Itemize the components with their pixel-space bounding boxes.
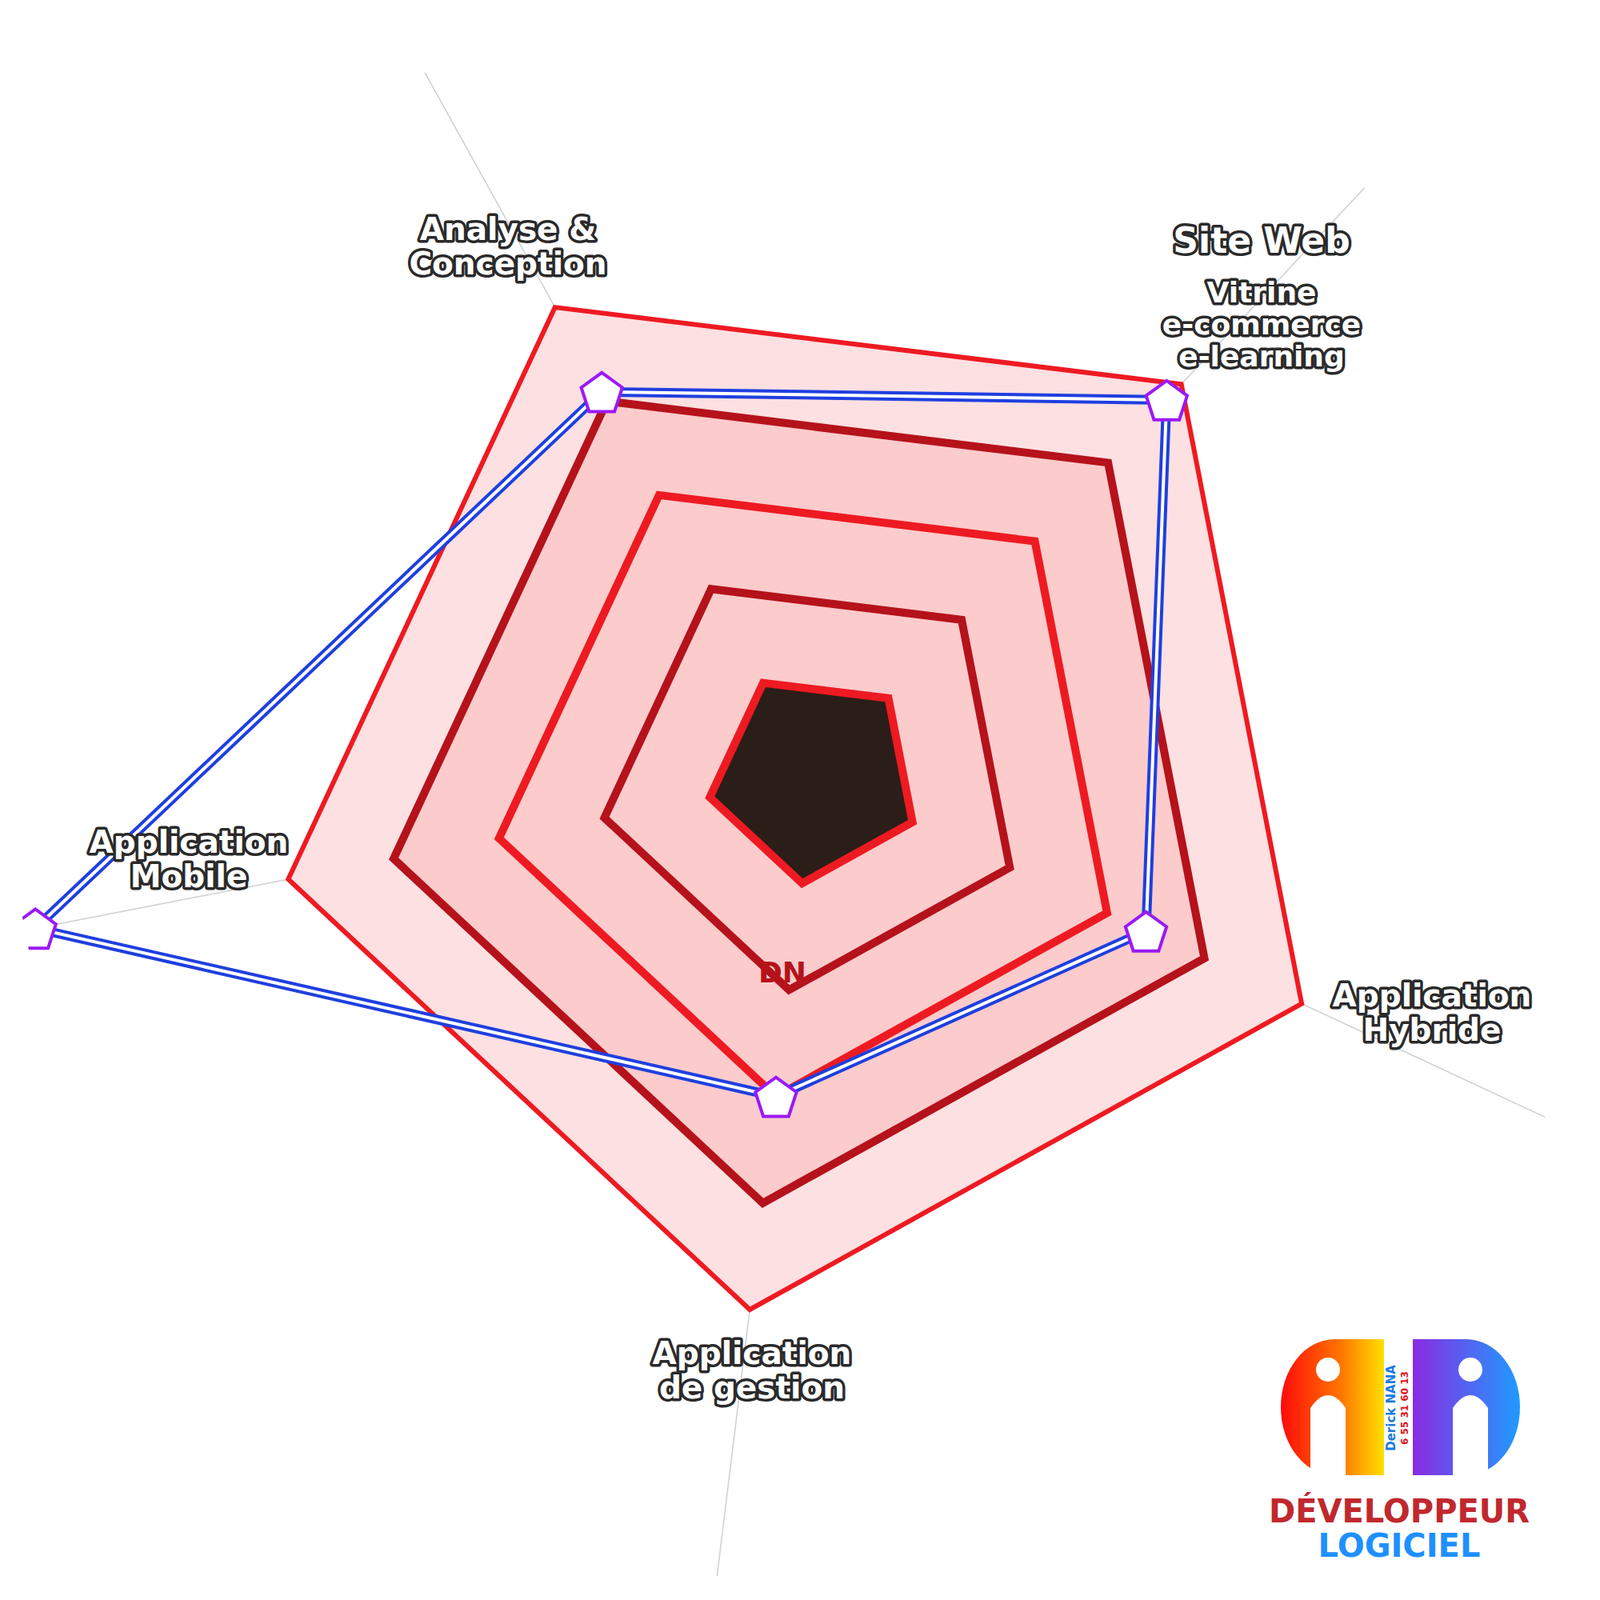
data-line-inner xyxy=(35,392,1167,1097)
chart: Analyse &Conception Site Web ApplicationHy… xyxy=(0,0,1600,1600)
annotation: e-commerce xyxy=(1162,308,1361,341)
spokes xyxy=(24,72,1545,1576)
data-point xyxy=(581,372,623,412)
annotation: Vitrine xyxy=(1207,276,1317,309)
logo-shape xyxy=(1280,1339,1384,1476)
annotation: e-learning xyxy=(1178,340,1345,373)
logo-subtitle: LOGICIEL xyxy=(1318,1527,1481,1564)
logo-title: DÉVELOPPEUR xyxy=(1268,1492,1530,1530)
logo-head xyxy=(1458,1357,1483,1382)
category-labels: Analyse &Conception Site Web ApplicationHy… xyxy=(89,211,1532,1406)
category-label: Applicationde gestion xyxy=(652,1335,852,1406)
grid-ring xyxy=(709,683,912,884)
data-layer xyxy=(14,372,1188,1117)
logo-phone: 6 55 31 60 13 xyxy=(1399,1371,1411,1445)
logo-body xyxy=(1452,1395,1488,1476)
logo-body xyxy=(1310,1395,1346,1476)
category-label: Site Web xyxy=(1172,220,1350,261)
data-line-outer xyxy=(35,392,1167,1097)
category-label: Analyse &Conception xyxy=(408,211,607,282)
category-label: ApplicationHybride xyxy=(1332,977,1532,1048)
data-point xyxy=(1125,912,1167,952)
logo: Derick NANA6 55 31 60 13 DÉVELOPPEURLOGIC… xyxy=(1268,1339,1530,1564)
data-point xyxy=(755,1077,796,1117)
logo-name: Derick NANA xyxy=(1384,1364,1399,1452)
data-point xyxy=(14,908,56,948)
data-point xyxy=(1146,380,1188,420)
center-label: DN xyxy=(758,956,807,989)
radar xyxy=(14,72,1545,1576)
grid-ring xyxy=(604,588,1011,990)
category-label: ApplicationMobile xyxy=(89,824,289,895)
grid-ring xyxy=(499,495,1108,1097)
logo-shape xyxy=(1412,1339,1520,1476)
logo-head xyxy=(1316,1357,1340,1382)
